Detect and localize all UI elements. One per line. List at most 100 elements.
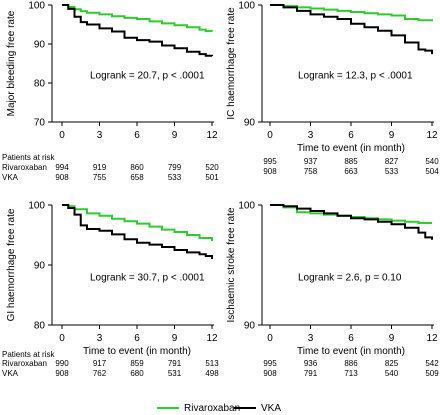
logrank-annotation: Logrank = 12.3, p < .0001 bbox=[298, 71, 413, 82]
series-line-vka bbox=[270, 204, 433, 240]
y-tick-label: 80 bbox=[34, 79, 46, 90]
y-tick-label: 90 bbox=[244, 321, 256, 332]
panel-1: 70 80 90 100 0 3 6 9 12 Major bleeding free rate L… bbox=[2, 1, 219, 183]
risk-value: 540 bbox=[425, 157, 439, 166]
risk-value: 791 bbox=[168, 359, 182, 368]
x-tick-label: 6 bbox=[348, 130, 354, 141]
x-axis-label: Time to event (in month) bbox=[297, 143, 405, 154]
risk-value: 713 bbox=[344, 369, 358, 378]
risk-value: 936 bbox=[304, 359, 318, 368]
x-tick-label: 3 bbox=[97, 130, 103, 141]
series-line-rivaroxaban bbox=[62, 204, 213, 241]
y-tick-label: 100 bbox=[28, 201, 45, 212]
x-tick-label: 12 bbox=[206, 130, 218, 141]
x-tick-label: 6 bbox=[134, 130, 140, 141]
y-tick-label: 70 bbox=[34, 118, 46, 129]
risk-value: 513 bbox=[205, 359, 219, 368]
x-tick-label: 6 bbox=[348, 333, 354, 344]
legend-label: Rivaroxaban bbox=[184, 403, 240, 414]
panel-3: 80 90 100 0 3 6 9 12 GI haemorrhage free rate Tim… bbox=[2, 201, 219, 379]
risk-value: 994 bbox=[55, 163, 69, 172]
series-line-rivaroxaban bbox=[62, 4, 213, 33]
risk-value: 860 bbox=[130, 163, 144, 172]
risk-value: 886 bbox=[344, 359, 358, 368]
risk-value: 501 bbox=[205, 173, 219, 182]
risk-value: 504 bbox=[425, 167, 439, 176]
logrank-annotation: Logrank = 20.7, p < .0001 bbox=[90, 71, 205, 82]
risk-value: 520 bbox=[205, 163, 219, 172]
risk-value: 919 bbox=[93, 163, 107, 172]
risk-value: 791 bbox=[304, 369, 318, 378]
panel-2: 90 100 0 3 6 9 12 IC haemorrhage free rate Time … bbox=[226, 1, 439, 177]
x-tick-label: 3 bbox=[308, 130, 314, 141]
x-tick-label: 9 bbox=[172, 333, 178, 344]
risk-value: 990 bbox=[55, 359, 69, 368]
y-tick-label: 100 bbox=[28, 1, 45, 12]
risk-row-label: Rivaroxaban bbox=[2, 163, 47, 172]
legend-label: VKA bbox=[261, 403, 281, 414]
series-line-vka bbox=[62, 4, 213, 57]
x-tick-label: 0 bbox=[59, 130, 65, 141]
risk-row-label: VKA bbox=[2, 173, 19, 182]
risk-value: 995 bbox=[263, 359, 277, 368]
x-tick-label: 3 bbox=[308, 333, 314, 344]
x-tick-label: 0 bbox=[59, 333, 65, 344]
risk-value: 885 bbox=[344, 157, 358, 166]
logrank-annotation: Logrank = 2.6, p = 0.10 bbox=[298, 273, 402, 284]
risk-value: 658 bbox=[130, 173, 144, 182]
x-tick-label: 12 bbox=[426, 130, 438, 141]
panel-4: 90 100 0 3 6 9 12 Ischaemic stroke free rate Tim… bbox=[226, 201, 439, 379]
risk-value: 533 bbox=[385, 167, 399, 176]
legend: Rivaroxaban VKA bbox=[157, 403, 281, 414]
y-tick-label: 90 bbox=[244, 118, 256, 129]
x-tick-label: 0 bbox=[267, 333, 273, 344]
x-tick-label: 12 bbox=[426, 333, 438, 344]
y-tick-label: 90 bbox=[34, 261, 46, 272]
risk-row-label: Rivaroxaban bbox=[2, 359, 47, 368]
risk-value: 908 bbox=[55, 173, 69, 182]
risk-value: 531 bbox=[168, 369, 182, 378]
y-tick-label: 90 bbox=[34, 40, 46, 51]
risk-table-title: Patients at risk bbox=[2, 350, 55, 359]
y-axis-label: Major bleeding free rate bbox=[6, 10, 17, 116]
risk-value: 498 bbox=[205, 369, 219, 378]
y-axis-label: Ischaemic stroke free rate bbox=[226, 207, 237, 322]
x-tick-label: 0 bbox=[267, 130, 273, 141]
risk-value: 540 bbox=[385, 369, 399, 378]
risk-table-title: Patients at risk bbox=[2, 153, 55, 162]
series-line-rivaroxaban bbox=[270, 204, 432, 224]
risk-value: 680 bbox=[130, 369, 144, 378]
risk-value: 758 bbox=[304, 167, 318, 176]
x-axis-label: Time to event (in month) bbox=[297, 346, 405, 357]
series-line-vka bbox=[270, 4, 433, 55]
y-tick-label: 100 bbox=[238, 1, 255, 12]
x-axis-label: Time to event (in month) bbox=[83, 346, 191, 357]
risk-value: 755 bbox=[93, 173, 107, 182]
risk-value: 762 bbox=[93, 369, 107, 378]
y-axis-label: IC haemorrhage free rate bbox=[226, 7, 237, 120]
y-axis-label: GI haemorrhage free rate bbox=[6, 208, 17, 321]
x-tick-label: 9 bbox=[389, 130, 395, 141]
y-tick-label: 100 bbox=[238, 201, 255, 212]
risk-value: 908 bbox=[263, 167, 277, 176]
risk-value: 825 bbox=[385, 359, 399, 368]
risk-value: 509 bbox=[425, 369, 439, 378]
series-line-vka bbox=[62, 204, 213, 259]
risk-value: 908 bbox=[263, 369, 277, 378]
x-tick-label: 6 bbox=[134, 333, 140, 344]
risk-value: 995 bbox=[263, 157, 277, 166]
risk-value: 908 bbox=[55, 369, 69, 378]
risk-row-label: VKA bbox=[2, 369, 19, 378]
risk-value: 533 bbox=[168, 173, 182, 182]
risk-value: 859 bbox=[130, 359, 144, 368]
x-tick-label: 9 bbox=[389, 333, 395, 344]
x-tick-label: 9 bbox=[172, 130, 178, 141]
risk-value: 937 bbox=[304, 157, 318, 166]
risk-value: 917 bbox=[93, 359, 107, 368]
y-tick-label: 80 bbox=[34, 321, 46, 332]
x-tick-label: 12 bbox=[206, 333, 218, 344]
risk-value: 827 bbox=[385, 157, 399, 166]
x-tick-label: 3 bbox=[97, 333, 103, 344]
risk-value: 663 bbox=[344, 167, 358, 176]
